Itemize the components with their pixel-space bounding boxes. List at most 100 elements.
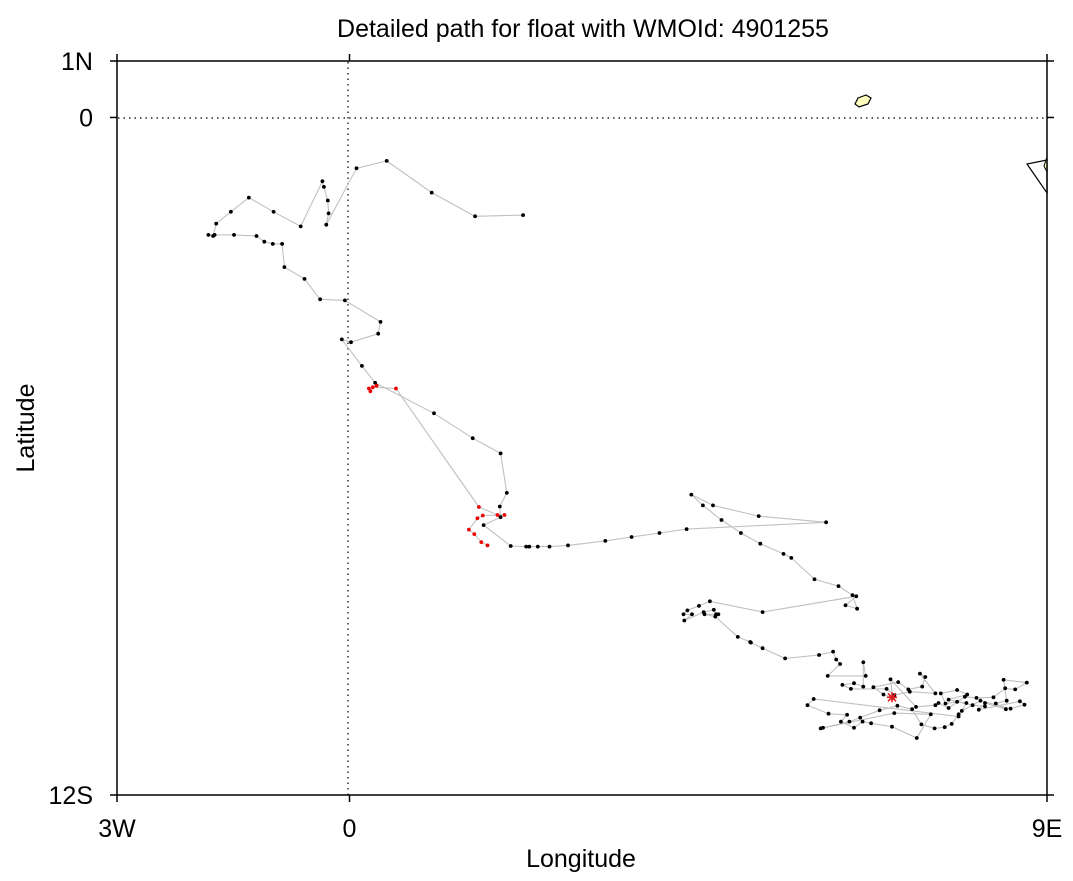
profile-point-0-10 [298,224,303,229]
profile-point-0-108 [914,705,918,709]
x-tick-label-1: 0 [343,815,357,843]
profile-point-0-115 [1003,686,1008,691]
profile-point-0-43 [527,544,532,549]
profile-point-0-103 [896,680,901,684]
profile-point-0-138 [847,719,852,724]
profile-point-0-90 [861,660,866,665]
profile-point-0-94 [849,687,853,691]
profile-point-0-99 [918,671,922,676]
profile-point-1-10 [467,527,471,532]
profile-point-0-41 [524,544,529,549]
profile-point-0-152 [811,697,816,701]
profile-point-0-153 [956,714,961,719]
profile-point-0-46 [603,539,608,543]
profile-point-0-2 [429,190,434,195]
profile-point-0-63 [855,606,859,611]
profile-point-0-49 [684,527,689,531]
profile-point-0-7 [325,198,330,203]
profile-point-0-162 [983,704,987,709]
profile-point-0-67 [708,599,712,604]
profile-point-0-127 [978,698,983,703]
profile-point-0-14 [214,221,219,226]
map-frame [116,60,1048,796]
x-tick-label-0: 3W [98,815,136,843]
y-tick-label-1: 0 [79,104,93,132]
profile-point-0-76 [716,612,721,617]
profile-point-0-11 [271,209,276,214]
profile-point-0-22 [280,242,284,246]
x-axis-label: Longitude [526,845,636,873]
profile-point-0-27 [378,320,383,324]
profile-point-0-105 [881,692,886,697]
profile-point-1-6 [495,513,500,517]
profile-point-0-128 [959,709,964,713]
profile-point-0-157 [938,691,943,696]
profile-point-0-135 [895,703,900,708]
profile-point-0-141 [892,711,897,715]
profile-point-0-95 [884,687,889,691]
profile-point-0-89 [863,674,868,678]
profile-point-0-4 [354,166,359,171]
profile-point-0-130 [949,722,954,726]
profile-point-0-98 [933,691,938,696]
profile-point-0-29 [349,340,353,345]
profile-point-0-62 [850,593,855,597]
profile-point-0-159 [965,692,970,697]
profile-point-0-50 [824,520,828,525]
profile-point-0-9 [320,179,325,184]
profile-point-0-55 [719,518,724,522]
profile-point-0-53 [689,492,694,497]
profile-point-0-145 [869,721,873,726]
profile-point-0-146 [860,719,865,724]
profile-point-0-142 [928,712,933,717]
profile-point-0-148 [839,719,843,724]
profile-point-0-156 [943,701,948,706]
profile-point-0-147 [852,725,856,730]
profile-point-0-71 [690,612,694,617]
profile-point-0-116 [1013,687,1018,692]
profile-point-1-11 [472,532,477,536]
profile-point-0-136 [877,708,882,713]
profile-point-0-114 [991,695,996,700]
profile-point-0-69 [685,608,690,613]
profile-point-0-59 [789,556,794,560]
profile-point-0-39 [481,523,486,527]
y-axis-label: Latitude [12,384,40,473]
profile-point-0-132 [932,726,937,731]
profile-point-0-30 [339,337,344,342]
profile-point-1-1 [367,386,371,391]
profile-point-0-48 [657,531,662,535]
profile-point-0-40 [508,544,513,548]
profile-point-0-104 [871,685,876,690]
profile-point-0-72 [682,618,687,623]
profile-point-0-24 [302,277,307,281]
profile-point-0-121 [1004,707,1008,712]
profile-point-0-131 [942,725,947,730]
profile-point-0-52 [711,503,715,508]
profile-point-0-125 [1022,702,1027,707]
y-tick-label-0: 1N [61,48,93,76]
profile-point-0-87 [838,662,842,666]
profile-point-0-38 [498,515,503,520]
profile-point-0-21 [270,242,275,246]
profile-point-0-58 [781,552,786,556]
profile-point-1-4 [394,386,398,391]
profile-point-1-12 [479,540,484,544]
profile-point-0-70 [681,612,686,617]
map-axes: 3W 0 9E 1N 0 12S [49,48,1063,843]
profile-point-0-65 [854,594,859,599]
profile-point-0-122 [983,701,987,705]
profile-point-0-79 [735,635,740,639]
profile-point-0-124 [1018,699,1022,704]
profile-point-0-155 [955,699,959,704]
profile-point-0-44 [547,544,552,549]
profile-point-0-3 [384,159,389,163]
profile-point-0-33 [432,411,436,416]
profile-point-0-149 [845,712,849,717]
profile-point-0-120 [993,701,998,706]
profile-point-0-85 [831,649,835,654]
profile-point-1-0 [374,383,379,388]
profile-point-0-140 [818,726,823,731]
profile-point-0-102 [906,687,911,692]
